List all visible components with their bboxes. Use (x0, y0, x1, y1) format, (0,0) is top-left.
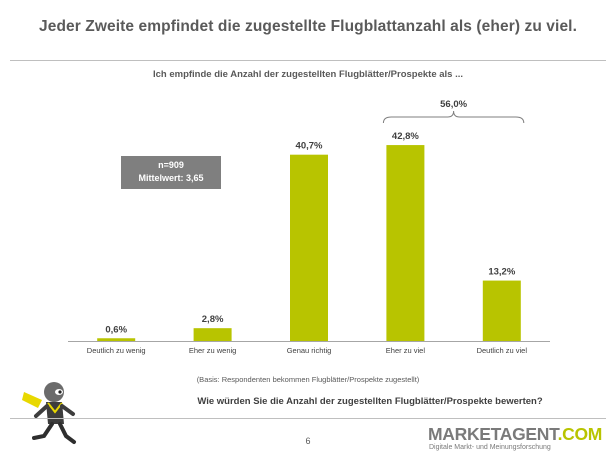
bar-2 (290, 154, 328, 341)
page-number: 6 (305, 436, 311, 446)
value-label-2: 40,7% (296, 141, 323, 152)
mascot-figure-icon (22, 382, 76, 444)
value-label-1: 2,8% (202, 314, 224, 325)
category-label-4: Deutlich zu viel (477, 346, 528, 355)
group-bracket (382, 110, 525, 124)
bar-1 (193, 328, 232, 341)
footer-divider (10, 418, 606, 419)
category-label-2: Genau richtig (287, 346, 332, 355)
brand-logo: MARKETAGENT.COM (428, 424, 602, 445)
base-footnote: (Basis: Respondenten bekommen Flugblätte… (196, 375, 420, 384)
mean-value-label: Mittelwert: 3,65 (138, 173, 204, 183)
bar-3 (386, 145, 425, 341)
bracket-label: 56,0% (440, 99, 467, 110)
category-label-1: Eher zu wenig (189, 346, 237, 355)
value-label-0: 0,6% (105, 324, 127, 335)
bar-chart: 0,6% Deutlich zu wenig 2,8% Eher zu wenig 40… (68, 99, 550, 355)
value-label-4: 13,2% (488, 267, 515, 278)
category-label-3: Eher zu viel (386, 346, 426, 355)
brand-tagline: Digitale Markt- und Meinungsforschung (429, 444, 551, 451)
category-label-0: Deutlich zu wenig (87, 346, 146, 355)
sample-size-label: n=909 (158, 160, 184, 170)
brand-suffix: .COM (557, 424, 603, 444)
chart-title: Ich empfinde die Anzahl der zugestellten… (152, 69, 464, 80)
brand-name: MARKETAGENT (428, 424, 558, 444)
value-label-3: 42,8% (392, 131, 419, 142)
survey-question: Wie würden Sie die Anzahl der zugestellt… (197, 396, 543, 407)
page-title: Jeder Zweite empfindet die zugestellte F… (39, 18, 577, 35)
stats-box: n=909 Mittelwert: 3,65 (121, 156, 221, 189)
title-divider (10, 60, 606, 61)
bar-4 (482, 280, 521, 341)
bar-0 (97, 338, 136, 341)
